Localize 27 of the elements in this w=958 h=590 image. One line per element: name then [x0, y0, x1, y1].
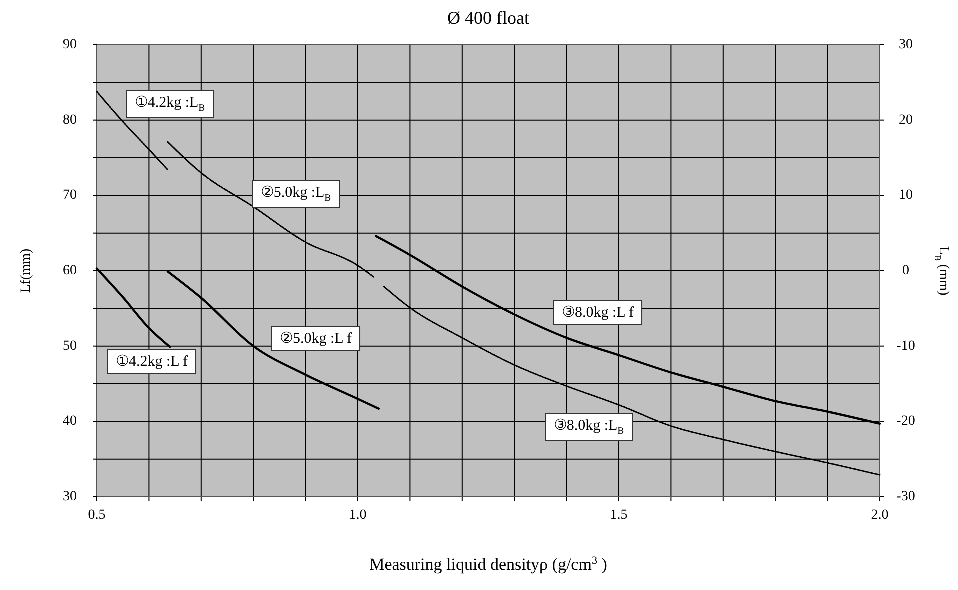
x-axis-title: Measuring liquid densityρ (g/cm$^{3}$ )	[370, 555, 608, 574]
y2-tick-label: 0	[902, 264, 910, 278]
x-tick-label: 1.0	[349, 508, 367, 523]
series-label: ②5.0kg :L f	[280, 331, 352, 347]
series-label: ①4.2kg :L f	[116, 354, 188, 370]
y2-tick-label: 10	[899, 188, 913, 204]
y-tick-label: 70	[63, 188, 77, 204]
y2-tick-label: 20	[899, 112, 913, 128]
y-tick-label: 30	[63, 490, 77, 504]
y2-tick-label: -20	[896, 414, 916, 430]
series-label: ①4.2kg :L$_{B}$	[134, 95, 206, 114]
chart-title: Ø 400 float	[448, 8, 530, 28]
y2-tick-label: -30	[896, 490, 916, 504]
x-tick-label: 2.0	[871, 508, 889, 523]
y-tick-label: 50	[63, 338, 77, 354]
series-label: ③8.0kg :L$_{B}$	[554, 418, 625, 437]
x-tick-label: 0.5	[88, 508, 106, 523]
x-tick-label: 1.5	[610, 508, 628, 523]
series-label: ②5.0kg :L$_{B}$	[260, 185, 332, 204]
series-label: ③8.0kg :L f	[562, 305, 634, 321]
y-tick-label: 40	[63, 414, 77, 430]
y-axis-title: Lf(mm)	[19, 248, 34, 294]
y-tick-label: 90	[63, 38, 77, 52]
y-tick-label: 80	[63, 112, 77, 128]
y-tick-label: 60	[63, 264, 77, 278]
y2-tick-label: 30	[899, 38, 913, 52]
y2-tick-label: -10	[896, 338, 916, 354]
